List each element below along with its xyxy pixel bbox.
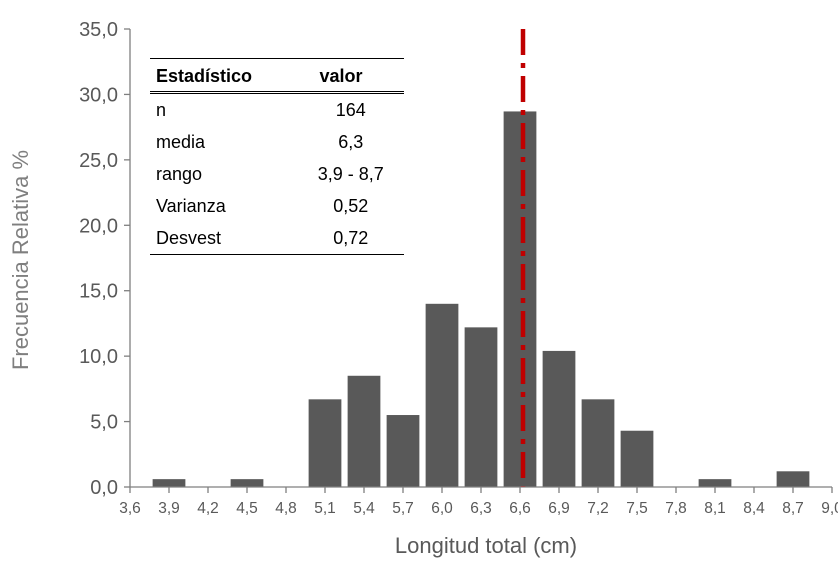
y-tick-labels: 0,0 5,0 10,0 15,0 20,0 25,0 30,0 35,0 — [79, 19, 118, 499]
stats-row: Varianza 0,52 — [150, 190, 404, 222]
histogram-bar — [347, 375, 381, 487]
histogram-bar — [152, 479, 186, 487]
stats-row: rango 3,9 - 8,7 — [150, 158, 404, 190]
x-tick-label: 4,8 — [275, 500, 297, 517]
x-tick-label: 7,5 — [626, 500, 648, 517]
x-tick-label: 3,9 — [158, 500, 180, 517]
histogram-bar — [776, 471, 810, 487]
stats-label: Desvest — [156, 227, 222, 248]
x-tick-label: 8,4 — [743, 500, 765, 517]
x-tick-label: 8,1 — [704, 500, 726, 517]
x-tick-label: 5,7 — [392, 500, 414, 517]
x-tick-label: 3,6 — [119, 500, 141, 517]
histogram-bar — [503, 111, 537, 487]
stats-row: n 164 — [150, 93, 404, 127]
stats-label: n — [156, 99, 167, 120]
x-tick-label: 4,5 — [236, 500, 258, 517]
stats-label: Varianza — [156, 195, 226, 216]
stats-label: media — [156, 131, 206, 152]
y-tick-label: 35,0 — [79, 19, 118, 41]
histogram-bar — [581, 399, 615, 487]
stats-row: media 6,3 — [150, 126, 404, 158]
x-tick-label: 4,2 — [197, 500, 219, 517]
x-tick-label: 8,7 — [782, 500, 804, 517]
y-tick-label: 30,0 — [79, 84, 118, 106]
y-axis-title: Frecuencia Relativa % — [8, 150, 33, 370]
stats-value: 6,3 — [338, 131, 364, 152]
stats-header-value: valor — [319, 65, 363, 86]
statistics-table: Estadístico valor n 164 media 6,3 rango … — [150, 58, 404, 255]
y-tick-label: 10,0 — [79, 346, 118, 368]
histogram-bar — [464, 327, 498, 487]
x-tick-label: 6,9 — [548, 500, 570, 517]
x-tick-label: 5,1 — [314, 500, 336, 517]
y-tick-label: 25,0 — [79, 150, 118, 172]
x-tick-label: 9,0 — [821, 500, 838, 517]
x-axis-title: Longitud total (cm) — [395, 533, 577, 558]
histogram-bar — [386, 415, 420, 487]
histogram-bar — [542, 350, 576, 487]
histogram-bar — [425, 303, 459, 487]
histogram-bar — [230, 479, 264, 487]
x-tick-labels: 3,6 3,9 4,2 4,5 4,8 5,1 5,4 5,7 6,0 6,3 6,6 6,9 7,2 7… — [119, 500, 838, 517]
x-tick-label: 6,0 — [431, 500, 453, 517]
y-tick-label: 15,0 — [79, 281, 118, 303]
stats-value: 0,52 — [333, 195, 369, 216]
y-tick-label: 0,0 — [90, 477, 118, 499]
stats-header-statistic: Estadístico — [156, 65, 253, 86]
stats-value: 0,72 — [333, 227, 369, 248]
stats-row: Desvest 0,72 — [150, 222, 404, 255]
stats-header-row: Estadístico valor — [150, 58, 404, 93]
y-tick-label: 5,0 — [90, 412, 118, 434]
histogram-bar — [620, 430, 654, 487]
y-tick-label: 20,0 — [79, 215, 118, 237]
axes-group — [124, 28, 833, 493]
stats-label: rango — [156, 163, 203, 184]
bars-group — [152, 111, 810, 487]
x-tick-label: 5,4 — [353, 500, 375, 517]
x-tick-label: 6,3 — [470, 500, 492, 517]
x-tick-label: 7,8 — [665, 500, 687, 517]
stats-value: 3,9 - 8,7 — [317, 163, 384, 184]
histogram-bar — [308, 399, 342, 487]
stats-value: 164 — [335, 99, 366, 120]
histogram-bar — [698, 479, 732, 487]
x-tick-label: 7,2 — [587, 500, 609, 517]
x-tick-label: 6,6 — [509, 500, 531, 517]
